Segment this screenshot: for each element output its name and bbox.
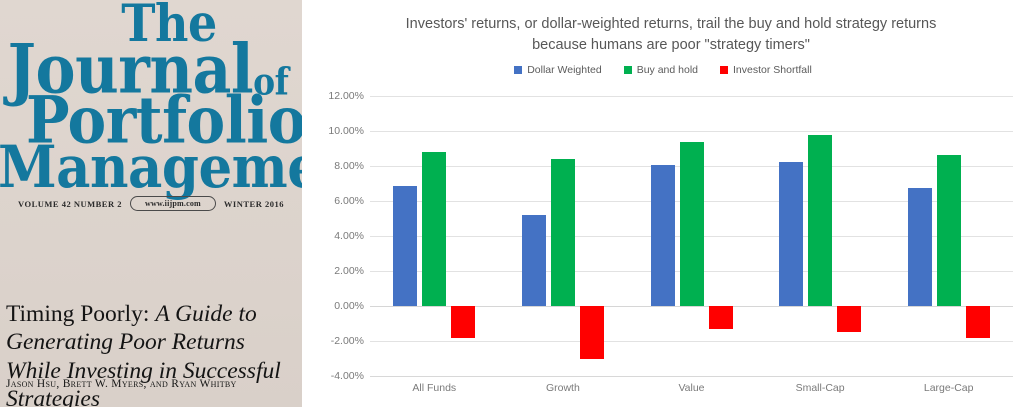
- issue-volume-label: VOLUME 42 NUMBER 2: [18, 198, 122, 209]
- x-axis-tick-label: Small-Cap: [795, 382, 845, 394]
- legend-swatch-icon: [720, 66, 729, 74]
- legend-item-investor-shortfall[interactable]: Investor Shortfall: [720, 64, 812, 76]
- masthead-line-management: Management: [0, 133, 302, 202]
- article-authors: Jason Hsu, Brett W. Myers, and Ryan Whit…: [6, 378, 237, 390]
- bar-small-cap-buy-and-hold[interactable]: [808, 134, 833, 306]
- legend-label: Dollar Weighted: [527, 64, 602, 76]
- issue-season-label: WINTER 2016: [223, 198, 284, 209]
- chart-title: Investors' returns, or dollar-weighted r…: [342, 14, 1000, 56]
- masthead-line-the: The: [121, 0, 217, 54]
- bar-large-cap-dollar-weighted[interactable]: [907, 187, 932, 306]
- masthead-line-journal: Journalof: [0, 36, 302, 104]
- issue-info-row: VOLUME 42 NUMBER 2 www.iijpm.com WINTER …: [18, 196, 284, 211]
- bar-value-dollar-weighted[interactable]: [650, 165, 675, 306]
- y-axis-tick-label: 0.00%: [334, 300, 364, 312]
- masthead-of-word: of: [253, 59, 289, 104]
- x-axis-tick-label: Value: [678, 382, 705, 394]
- bar-small-cap-investor-shortfall[interactable]: [837, 306, 862, 333]
- y-axis-tick-label: 10.00%: [328, 125, 364, 137]
- x-axis-tick-label: Large-Cap: [923, 382, 974, 394]
- y-axis-tick-label: 6.00%: [334, 195, 364, 207]
- gridline: [370, 131, 1013, 132]
- legend-swatch-icon: [623, 66, 632, 74]
- bar-all-funds-investor-shortfall[interactable]: [451, 306, 476, 338]
- chart-panel: Investors' returns, or dollar-weighted r…: [302, 0, 1024, 407]
- journal-cover: The Journalof Portfolio Management VOLUM…: [0, 0, 302, 407]
- y-axis-tick-label: -2.00%: [330, 335, 364, 347]
- journal-website-link[interactable]: www.iijpm.com: [129, 196, 216, 211]
- bar-large-cap-buy-and-hold[interactable]: [936, 154, 961, 306]
- bar-all-funds-buy-and-hold[interactable]: [422, 152, 447, 306]
- chart-title-line1: Investors' returns, or dollar-weighted r…: [405, 16, 937, 32]
- bar-value-buy-and-hold[interactable]: [679, 142, 704, 306]
- legend-item-buy-and-hold[interactable]: Buy and hold: [623, 64, 699, 76]
- gridline: [370, 376, 1013, 377]
- article-title: Timing Poorly: A Guide to Generating Poo…: [6, 300, 298, 407]
- bar-value-investor-shortfall[interactable]: [708, 306, 733, 329]
- bar-growth-dollar-weighted[interactable]: [521, 215, 546, 306]
- gridline: [370, 306, 1013, 307]
- masthead-journal-word: Journal: [7, 30, 254, 109]
- x-axis-tick-label: All Funds: [412, 382, 457, 394]
- bar-large-cap-investor-shortfall[interactable]: [965, 306, 990, 339]
- gridline: [370, 96, 1013, 97]
- y-axis-tick-label: 12.00%: [328, 90, 364, 102]
- bar-small-cap-dollar-weighted[interactable]: [779, 161, 804, 306]
- gridline: [370, 341, 1013, 342]
- journal-masthead: The Journalof Portfolio Management: [0, 0, 302, 196]
- cover-background: [0, 0, 302, 407]
- y-axis-tick-label: 4.00%: [334, 230, 364, 242]
- y-axis-tick-label: -4.00%: [330, 370, 364, 382]
- y-axis-tick-label: 8.00%: [334, 160, 364, 172]
- chart-legend: Dollar Weighted Buy and hold Investor Shor…: [302, 64, 1024, 76]
- legend-swatch-icon: [514, 66, 523, 74]
- chart-plot-area: 12.00% 10.00% 8.00% 6.00% 4.00% 2.00% 0.00% -2.…: [302, 0, 1024, 407]
- bar-all-funds-dollar-weighted[interactable]: [393, 186, 418, 306]
- legend-label: Buy and hold: [636, 64, 699, 76]
- chart-title-line2: because humans are poor "strategy timers…: [532, 37, 810, 54]
- article-title-part2: A Guide to Generating Poor Returns While…: [6, 301, 281, 407]
- bar-growth-buy-and-hold[interactable]: [550, 159, 575, 306]
- y-axis-tick-label: 2.00%: [334, 265, 364, 277]
- x-axis-tick-label: Growth: [545, 382, 580, 394]
- article-title-part1: Timing Poorly:: [6, 301, 150, 327]
- bar-growth-investor-shortfall[interactable]: [579, 306, 604, 359]
- legend-item-dollar-weighted[interactable]: Dollar Weighted: [514, 64, 602, 76]
- legend-label: Investor Shortfall: [733, 64, 812, 76]
- masthead-line-portfolio: Portfolio: [26, 81, 302, 159]
